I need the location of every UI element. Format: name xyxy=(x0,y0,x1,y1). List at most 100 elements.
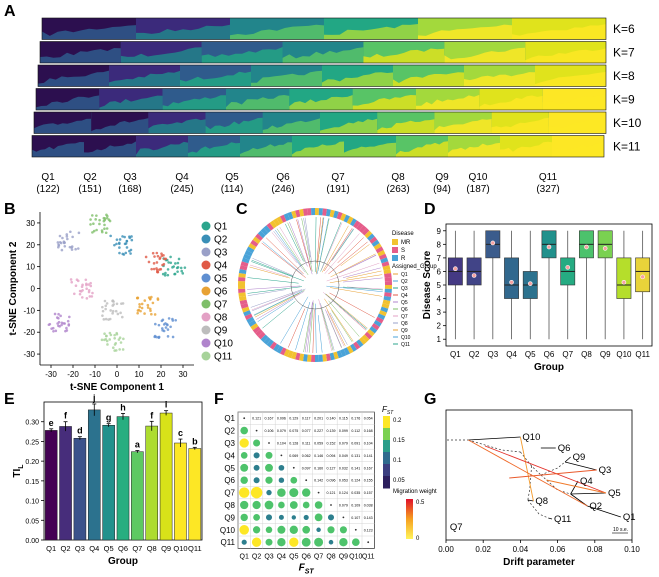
fst-value: 0.077 xyxy=(302,429,311,433)
disease-ring-segment xyxy=(260,334,269,343)
col-label: Q8 xyxy=(326,553,335,560)
tsne-point xyxy=(95,214,98,217)
fst-circle xyxy=(339,537,348,547)
x-tick-label: Q6 xyxy=(118,544,128,553)
k-label: K=6 xyxy=(613,22,635,36)
tsne-point xyxy=(65,326,68,330)
y-tick-label: 2 xyxy=(437,322,442,331)
tsne-point xyxy=(94,218,97,221)
fst-circle xyxy=(240,426,249,435)
tsne-point xyxy=(109,309,112,312)
tree-root-ring xyxy=(290,260,340,310)
admixture-fill xyxy=(188,142,240,157)
tsne-point xyxy=(118,251,121,255)
fst-value: 0.099 xyxy=(339,429,348,433)
tsne-point xyxy=(156,254,160,258)
fst-value: 0.127 xyxy=(327,466,336,470)
box-mean xyxy=(621,279,627,285)
assigned-label: Q5 xyxy=(401,300,408,306)
disease-ring-segment xyxy=(361,334,370,343)
tsne-point xyxy=(158,256,162,259)
tsne-point xyxy=(111,299,114,303)
tree-branch xyxy=(247,286,302,294)
disease-ring-segment xyxy=(263,337,271,345)
tsne-point xyxy=(57,316,60,320)
tsne-point xyxy=(95,228,98,232)
tsne-point xyxy=(130,235,133,238)
tsne-point xyxy=(174,262,177,265)
tsne-point xyxy=(157,335,161,339)
fst-value: 0.109 xyxy=(351,504,360,508)
tsne-point xyxy=(84,278,88,282)
x-tick-label: Q10 xyxy=(173,544,187,553)
tsne-point xyxy=(118,336,122,340)
fst-circle xyxy=(265,451,273,459)
tsne-point xyxy=(174,318,177,322)
tsne-point xyxy=(113,336,116,340)
tsne-point xyxy=(177,257,181,261)
fst-value: 0.121 xyxy=(252,417,261,421)
admixture-fill xyxy=(324,24,418,40)
tsne-point xyxy=(98,222,101,226)
disease-ring-segment xyxy=(353,341,361,350)
admixture-fill xyxy=(512,24,606,40)
tsne-point xyxy=(144,255,148,259)
tsne-point xyxy=(87,283,91,286)
tsne-point xyxy=(146,306,150,309)
fst-circle xyxy=(327,514,335,521)
disease-ring-segment xyxy=(238,296,247,301)
colorbar-segment xyxy=(383,452,390,465)
disease-ring-segment xyxy=(383,269,392,274)
assigned-label: Q8 xyxy=(401,321,408,327)
x-tick-label: Q1 xyxy=(450,350,461,359)
col-label: Q10 xyxy=(349,553,362,560)
tsne-point xyxy=(160,254,164,257)
tsne-point xyxy=(121,302,125,305)
admixture-fill xyxy=(393,72,464,87)
group-count: (122) xyxy=(36,184,59,195)
disease-label: S xyxy=(401,248,405,254)
colorbar-title-sub: ST xyxy=(387,410,394,416)
tip-label: Q10 xyxy=(522,432,540,443)
admixture-fill xyxy=(180,71,251,87)
x-tick-label: Q11 xyxy=(635,350,650,359)
tree-branch xyxy=(316,217,322,264)
fst-circle xyxy=(265,476,273,484)
tsne-point xyxy=(113,343,117,346)
disease-ring-segment xyxy=(266,222,274,231)
tree-branch xyxy=(320,307,334,351)
disease-swatch xyxy=(392,239,398,245)
y-tick-label: 7 xyxy=(437,254,442,263)
fst-circle xyxy=(238,487,250,498)
x-tick-label: Q9 xyxy=(161,544,171,553)
tip-label: Q7 xyxy=(450,522,463,533)
legend-label: Q2 xyxy=(214,235,228,246)
legend-swatch xyxy=(201,247,211,257)
disease-ring-segment xyxy=(336,350,343,359)
tree-branch xyxy=(329,292,375,318)
legend-label: Q6 xyxy=(214,287,228,298)
panel-a: K=6 K=7 K=8 K=9 K=10 K=11 Q1(122) Q2(151) Q3(168… xyxy=(31,17,642,195)
disease-ring-segment xyxy=(243,310,252,317)
tsne-point xyxy=(101,305,104,309)
tsne-point xyxy=(111,312,114,315)
tree-branch xyxy=(326,310,345,347)
tsne-point xyxy=(115,332,119,336)
tsne-point xyxy=(98,218,101,222)
fst-circle xyxy=(265,526,273,534)
disease-ring-segment xyxy=(359,225,367,233)
admixture-fill xyxy=(363,48,445,63)
tsne-point xyxy=(92,229,96,233)
box-mean xyxy=(565,265,571,270)
tsne-point xyxy=(105,227,109,230)
fst-value: 0.038 xyxy=(364,504,373,508)
tree-branch xyxy=(346,270,382,279)
tsne-point xyxy=(78,292,82,296)
disease-ring-segment xyxy=(276,216,284,225)
admixture-fill xyxy=(40,48,121,63)
significance-letter: j xyxy=(92,393,96,403)
disease-ring-segment xyxy=(311,354,315,362)
tree-branch xyxy=(324,227,353,272)
disease-ring-segment xyxy=(280,347,287,356)
